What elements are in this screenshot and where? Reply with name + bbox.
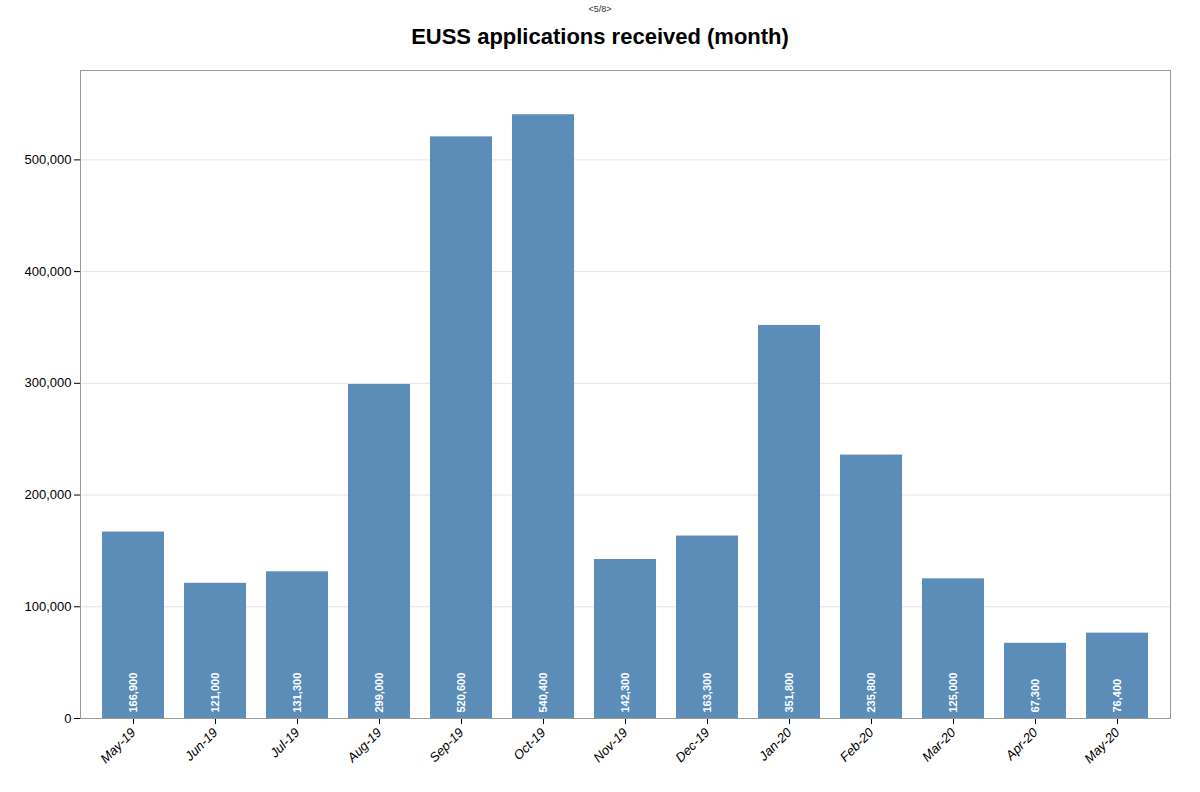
svg-text:Jan-20: Jan-20 [755, 724, 795, 764]
svg-text:May-19: May-19 [97, 725, 138, 766]
svg-text:166,900: 166,900 [127, 673, 139, 713]
svg-text:299,000: 299,000 [373, 673, 385, 713]
svg-text:142,300: 142,300 [619, 673, 631, 713]
svg-text:Feb-20: Feb-20 [837, 724, 877, 764]
svg-text:May-20: May-20 [1081, 724, 1123, 766]
html-text:<5/8>: <5/8> [588, 4, 612, 14]
svg-text:67,300: 67,300 [1029, 679, 1041, 713]
svg-text:125,000: 125,000 [947, 673, 959, 713]
svg-text:520,600: 520,600 [455, 673, 467, 713]
svg-text:Jun-19: Jun-19 [181, 725, 220, 764]
svg-text:Nov-19: Nov-19 [590, 725, 630, 765]
svg-text:Sep-19: Sep-19 [426, 725, 466, 765]
svg-text:100,000: 100,000 [25, 599, 72, 614]
svg-text:Oct-19: Oct-19 [510, 725, 548, 763]
svg-text:235,800: 235,800 [865, 673, 877, 713]
svg-text:200,000: 200,000 [25, 487, 72, 502]
svg-text:131,300: 131,300 [291, 673, 303, 713]
svg-text:Dec-19: Dec-19 [672, 725, 712, 765]
svg-text:351,800: 351,800 [783, 673, 795, 713]
svg-text:540,400: 540,400 [537, 673, 549, 713]
svg-text:121,000: 121,000 [209, 673, 221, 713]
svg-text:76,400: 76,400 [1111, 679, 1123, 713]
svg-text:163,300: 163,300 [701, 673, 713, 713]
svg-text:Aug-19: Aug-19 [344, 725, 385, 766]
svg-text:Apr-20: Apr-20 [1002, 724, 1041, 763]
html-text:EUSS applications received (mo: EUSS applications received (month) [411, 24, 789, 49]
svg-text:500,000: 500,000 [25, 152, 72, 167]
svg-text:Mar-20: Mar-20 [919, 724, 959, 764]
svg-text:0: 0 [64, 711, 71, 726]
svg-text:300,000: 300,000 [25, 375, 72, 390]
svg-text:400,000: 400,000 [25, 264, 72, 279]
svg-text:Jul-19: Jul-19 [266, 725, 302, 761]
